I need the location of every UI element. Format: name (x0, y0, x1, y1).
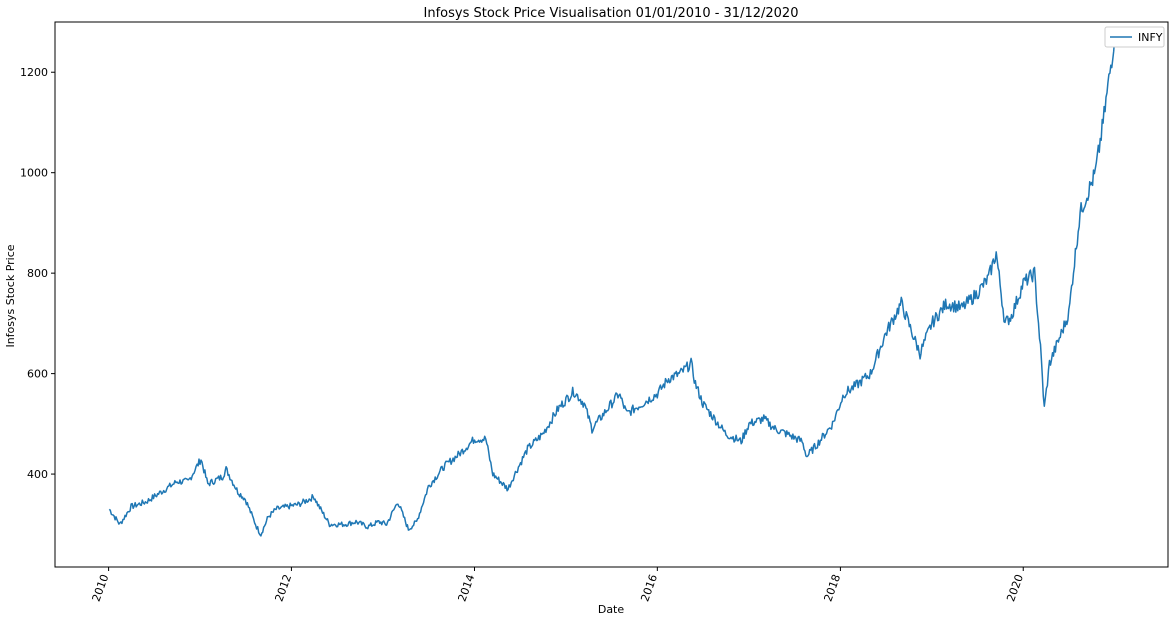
legend-label-infy: INFY (1138, 31, 1163, 44)
x-tick-label-2020: 2020 (1004, 573, 1026, 604)
x-axis: 2010 2012 2014 2016 2018 2020 (90, 567, 1026, 603)
x-tick-label-2018: 2018 (821, 573, 843, 604)
y-tick-label-1200: 1200 (20, 66, 48, 79)
series-line-infy (108, 37, 1116, 537)
x-tick-label-2016: 2016 (638, 573, 660, 604)
legend: INFY (1104, 26, 1165, 48)
y-tick-label-600: 600 (27, 368, 48, 381)
chart-title: Infosys Stock Price Visualisation 01/01/… (424, 6, 799, 21)
series-layer (108, 37, 1116, 537)
y-axis: 400 600 800 1000 1200 (20, 66, 55, 481)
y-axis-title: Infosys Stock Price (4, 244, 17, 347)
y-tick-label-1000: 1000 (20, 167, 48, 180)
x-tick-label-2014: 2014 (456, 573, 478, 604)
x-tick-label-2012: 2012 (272, 573, 294, 604)
x-axis-title: Date (598, 603, 625, 616)
legend-box (1104, 26, 1165, 48)
x-tick-label-2010: 2010 (90, 573, 112, 604)
y-tick-label-800: 800 (27, 267, 48, 280)
plot-area (54, 21, 1169, 568)
y-tick-label-400: 400 (27, 468, 48, 481)
